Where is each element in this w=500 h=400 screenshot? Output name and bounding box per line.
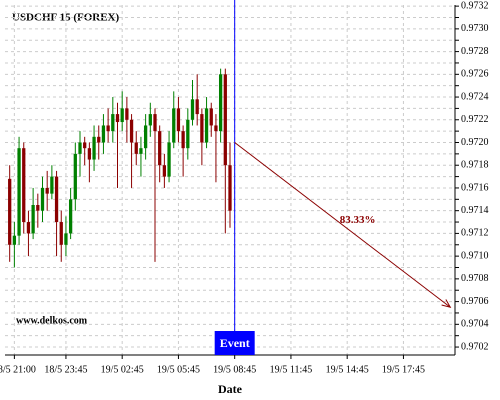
- candle-body: [134, 142, 138, 154]
- projection-label: 83.33%: [340, 214, 376, 226]
- y-tick-label: 0.9706: [461, 296, 489, 307]
- candle-body: [162, 165, 167, 177]
- candle-body: [223, 74, 227, 166]
- candle-body: [143, 125, 148, 149]
- candle-body: [36, 205, 40, 211]
- x-axis-label: Date: [218, 382, 243, 396]
- candle-body: [68, 199, 73, 234]
- candle-body: [190, 99, 195, 120]
- x-tick-label: 18/5 23:45: [44, 364, 87, 375]
- candle-body: [139, 148, 143, 154]
- candle-body: [59, 222, 63, 245]
- candle-body: [31, 205, 35, 234]
- candle-body: [97, 136, 101, 143]
- candle-body: [120, 108, 124, 123]
- x-tick-label: 19/5 05:45: [157, 364, 200, 375]
- y-tick-label: 0.9720: [461, 137, 489, 148]
- x-tick-label: 19/5 14:45: [326, 364, 369, 375]
- candle-body: [186, 119, 190, 149]
- y-tick-label: 0.9714: [461, 205, 489, 216]
- y-tick-label: 0.9726: [461, 69, 489, 80]
- candle-body: [54, 176, 59, 223]
- candle-body: [125, 108, 129, 120]
- watermark: www.delkos.com: [16, 315, 88, 326]
- candle-body: [101, 125, 106, 143]
- y-tick-label: 0.9728: [461, 46, 489, 57]
- candle-body: [87, 148, 92, 160]
- candle-body: [228, 165, 232, 211]
- candle-body: [73, 153, 77, 200]
- event-label: Event: [220, 336, 250, 350]
- y-tick-label: 0.9730: [461, 23, 489, 34]
- y-tick-label: 0.9708: [461, 273, 489, 284]
- candle-body: [64, 233, 68, 245]
- y-tick-label: 0.9712: [461, 228, 489, 239]
- y-tick-label: 0.9716: [461, 182, 489, 193]
- candle-body: [45, 187, 49, 194]
- candle-body: [8, 178, 12, 245]
- candle-body: [129, 119, 134, 143]
- y-tick-label: 0.9722: [461, 114, 489, 125]
- y-tick-label: 0.9702: [461, 341, 489, 352]
- candle-body: [181, 131, 185, 149]
- candle-body: [40, 187, 45, 211]
- candle-body: [218, 74, 223, 132]
- x-tick-label: 19/5 11:45: [270, 364, 313, 375]
- candle-body: [200, 114, 204, 143]
- candle-body: [83, 142, 87, 149]
- candle-body: [26, 222, 31, 234]
- candle-body: [158, 131, 162, 166]
- candle-body: [195, 99, 199, 115]
- y-tick-label: 0.9704: [461, 319, 489, 330]
- candle-body: [148, 114, 152, 126]
- candle-body: [92, 136, 96, 160]
- candle-body: [106, 125, 110, 132]
- event-box: [214, 331, 255, 355]
- candle-body: [78, 142, 82, 154]
- x-tick-label: 18/5 21:00: [0, 364, 36, 375]
- candle-body: [22, 148, 26, 223]
- x-tick-label: 19/5 02:45: [101, 364, 144, 375]
- candle-body: [214, 125, 218, 132]
- candle-body: [167, 142, 171, 177]
- candle-body: [115, 114, 120, 123]
- x-tick-label: 19/5 08:45: [213, 364, 256, 375]
- candle-body: [12, 235, 17, 245]
- projection-arrow: [234, 142, 451, 308]
- candle-body: [176, 108, 181, 132]
- y-tick-label: 0.9718: [461, 160, 489, 171]
- y-tick-label: 0.9710: [461, 250, 489, 261]
- candle-body: [111, 114, 115, 132]
- candle-body: [172, 108, 176, 143]
- x-tick-label: 19/5 17:45: [382, 364, 425, 375]
- y-tick-label: 0.9732: [461, 0, 489, 11]
- candle-body: [153, 114, 157, 132]
- candle-body: [209, 108, 213, 126]
- candle-body: [17, 148, 21, 236]
- arrow-head: [441, 299, 452, 309]
- y-tick-label: 0.9724: [461, 91, 489, 102]
- candle-body: [204, 108, 209, 143]
- candle-body: [50, 176, 54, 194]
